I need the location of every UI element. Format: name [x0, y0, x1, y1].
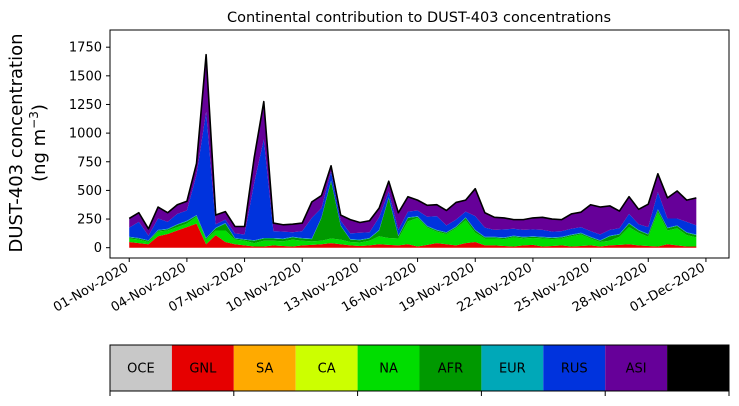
legend-swatch-eur [481, 345, 544, 391]
y-tick-label: 1250 [69, 98, 102, 113]
y-axis-label: DUST-403 concentration (ng m−3) [6, 33, 50, 252]
area-series-na [129, 212, 697, 247]
legend-bar: OCE GNL SA CA NA AFR EUR RUS ASI AUS [109, 344, 730, 396]
chart-title: Continental contribution to DUST-403 con… [227, 10, 611, 26]
legend-swatch-sa [233, 345, 296, 391]
legend-label-afr: AFR [438, 362, 463, 377]
legend-swatch-gnl [171, 345, 234, 391]
area-series-rus [129, 111, 697, 241]
y-tick-label: 1500 [69, 69, 102, 84]
legend-swatch-aus [667, 345, 729, 391]
legend-swatch-na [357, 345, 420, 391]
total-line [128, 53, 697, 230]
y-tick-label: 750 [77, 155, 102, 170]
legend-swatch-ca [295, 345, 358, 391]
axis-layer: 0250500750100012501500175001-Nov-202004-… [51, 29, 730, 316]
legend-label-sa: SA [256, 362, 273, 377]
y-axis-label-exponent: −3 [27, 111, 41, 129]
y-tick-label: 0 [94, 241, 102, 256]
y-tick-label: 1000 [69, 127, 102, 142]
y-tick-label: 500 [77, 184, 102, 199]
legend-label-oce: OCE [127, 362, 155, 377]
legend-swatch-asi [605, 345, 668, 391]
legend-label-ca: CA [318, 362, 336, 377]
y-tick-label: 1750 [69, 41, 102, 56]
y-axis-label-line2: (ng m−3) [27, 104, 50, 182]
legend-swatch-afr [419, 345, 482, 391]
plot-frame [109, 29, 730, 259]
area-series-asi [129, 54, 697, 236]
area-series-gnl [129, 223, 697, 248]
legend-swatch-rus [543, 345, 606, 391]
y-tick-label: 250 [77, 213, 102, 228]
legend-label-gnl: GNL [189, 362, 217, 377]
plot-layer [128, 53, 697, 248]
legend-swatch-oce [110, 345, 172, 391]
y-axis-label-line1: DUST-403 concentration [6, 33, 27, 252]
y-axis-label-unit: (ng m [29, 129, 50, 182]
legend-label-na: NA [379, 362, 398, 377]
y-axis-label-close: ) [29, 104, 50, 111]
legend-frame [109, 344, 730, 392]
legend-label-eur: EUR [499, 362, 526, 377]
legend-label-aus: AUS [685, 362, 712, 377]
legend-label-rus: RUS [561, 362, 588, 377]
legend-label-asi: ASI [626, 362, 647, 377]
